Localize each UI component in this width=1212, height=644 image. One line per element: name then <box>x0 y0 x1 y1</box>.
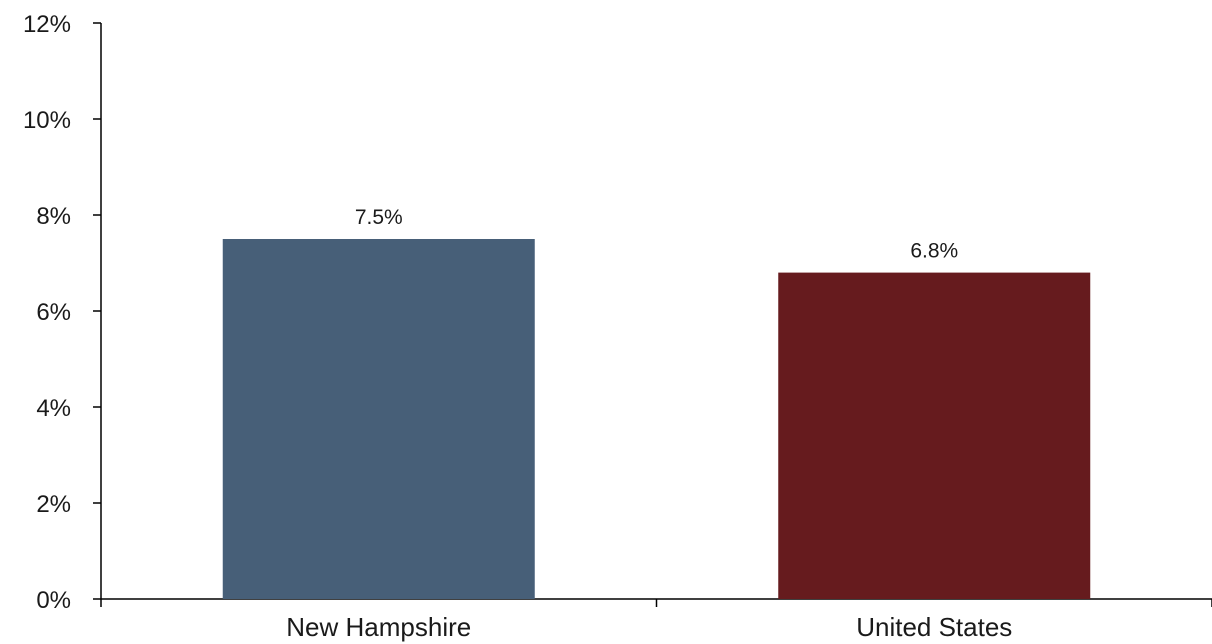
data-label: 6.8% <box>910 240 958 263</box>
y-tick-label: 6% <box>36 299 71 326</box>
x-category-label: United States <box>856 612 1012 642</box>
data-label: 7.5% <box>355 206 403 229</box>
y-tick-label: 8% <box>36 203 71 230</box>
y-tick-label: 4% <box>36 395 71 422</box>
y-tick-label: 10% <box>23 107 71 134</box>
y-tick-label: 0% <box>36 587 71 614</box>
y-tick-label: 12% <box>23 11 71 38</box>
bars <box>222 239 1091 599</box>
x-category-label: New Hampshire <box>286 612 471 642</box>
y-axis: 0% 2% 4% 6% 8% 10% 12% <box>23 11 102 614</box>
data-labels: 7.5% 6.8% <box>355 206 958 263</box>
x-axis: New Hampshire United States <box>100 598 1212 642</box>
bar <box>778 272 1091 599</box>
bar <box>222 239 535 599</box>
y-tick-label: 2% <box>36 491 71 518</box>
